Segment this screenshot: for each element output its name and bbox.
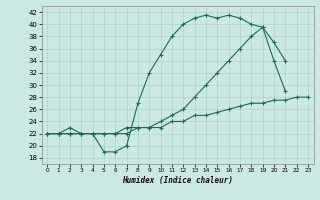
X-axis label: Humidex (Indice chaleur): Humidex (Indice chaleur) (122, 176, 233, 185)
